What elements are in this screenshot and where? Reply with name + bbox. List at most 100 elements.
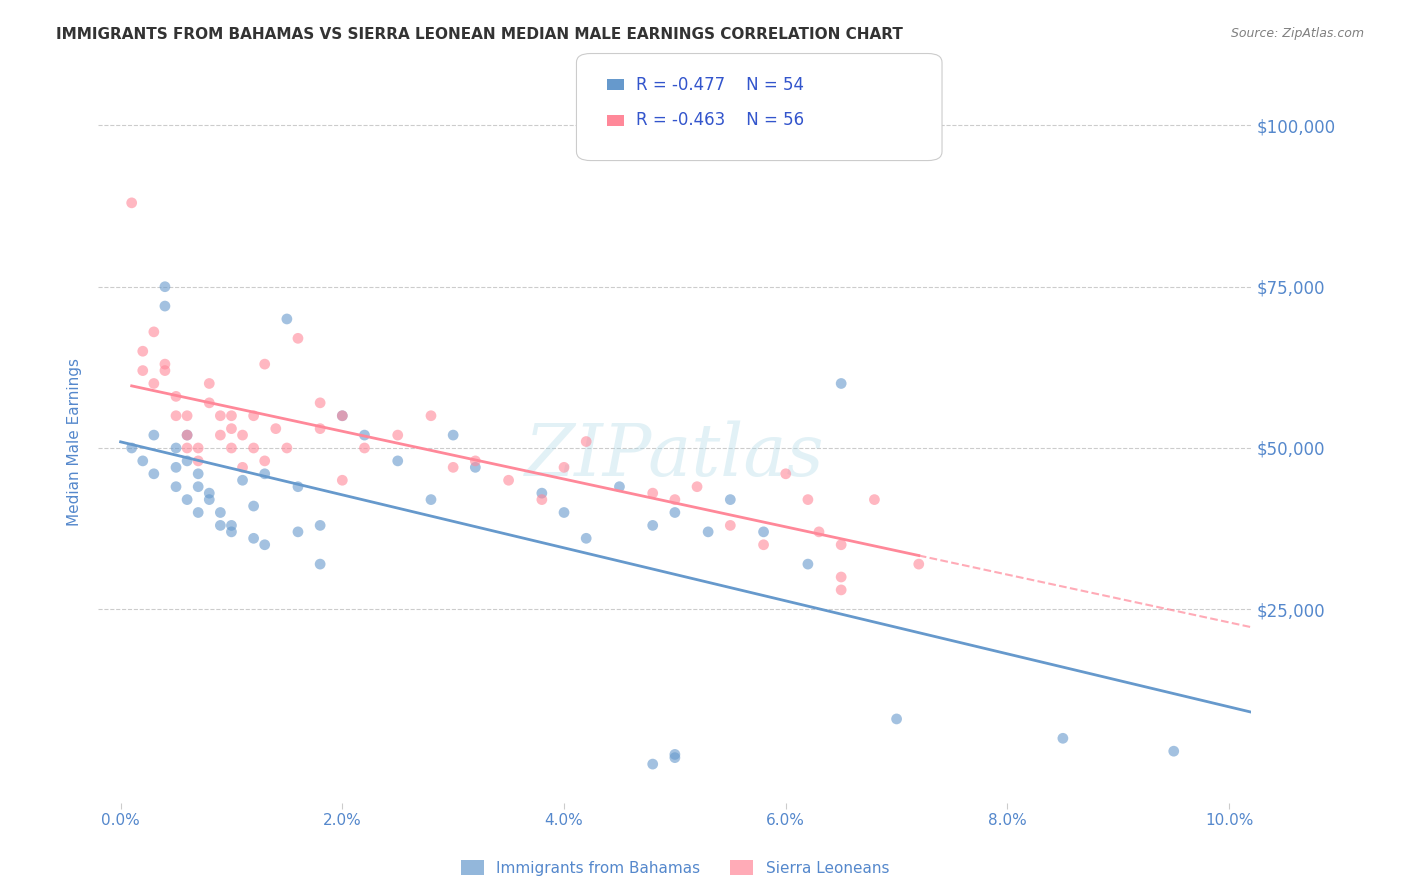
Point	[441, 460, 464, 475]
Point	[221, 422, 243, 436]
Point	[309, 396, 332, 410]
Text: IMMIGRANTS FROM BAHAMAS VS SIERRA LEONEAN MEDIAN MALE EARNINGS CORRELATION CHART: IMMIGRANTS FROM BAHAMAS VS SIERRA LEONEA…	[56, 27, 903, 42]
Point	[697, 524, 720, 539]
Point	[209, 506, 232, 520]
Point	[464, 454, 486, 468]
Point	[242, 441, 264, 455]
Point	[530, 492, 553, 507]
Point	[830, 538, 852, 552]
Point	[176, 492, 198, 507]
Point	[231, 460, 254, 475]
Point	[187, 480, 209, 494]
Point	[686, 480, 709, 494]
Point	[830, 570, 852, 584]
Point	[353, 441, 375, 455]
Point	[165, 409, 187, 423]
Point	[221, 441, 243, 455]
Point	[187, 454, 209, 468]
Point	[221, 524, 243, 539]
Point	[420, 409, 443, 423]
Point	[231, 428, 254, 442]
Text: Source: ZipAtlas.com: Source: ZipAtlas.com	[1230, 27, 1364, 40]
Point	[176, 428, 198, 442]
Point	[209, 428, 232, 442]
Point	[165, 460, 187, 475]
Point	[775, 467, 797, 481]
Point	[209, 518, 232, 533]
Point	[253, 467, 276, 481]
Point	[187, 441, 209, 455]
Point	[309, 557, 332, 571]
Point	[142, 467, 165, 481]
Point	[187, 467, 209, 481]
Point	[330, 409, 353, 423]
Point	[209, 409, 232, 423]
Point	[198, 396, 221, 410]
Point	[575, 531, 598, 545]
Legend: Immigrants from Bahamas, Sierra Leoneans: Immigrants from Bahamas, Sierra Leoneans	[454, 854, 896, 882]
Point	[886, 712, 908, 726]
Point	[142, 325, 165, 339]
Point	[132, 344, 155, 359]
Point	[553, 460, 575, 475]
Point	[242, 499, 264, 513]
Point	[387, 428, 409, 442]
Point	[1163, 744, 1185, 758]
Point	[242, 531, 264, 545]
Point	[198, 492, 221, 507]
Y-axis label: Median Male Earnings: Median Male Earnings	[67, 358, 83, 525]
Point	[830, 376, 852, 391]
Point	[276, 441, 298, 455]
Point	[863, 492, 886, 507]
Point	[153, 279, 176, 293]
Point	[752, 524, 775, 539]
Point	[575, 434, 598, 449]
Point	[242, 409, 264, 423]
Point	[176, 441, 198, 455]
Point	[530, 486, 553, 500]
Point	[441, 428, 464, 442]
Point	[309, 518, 332, 533]
Point	[752, 538, 775, 552]
Point	[165, 389, 187, 403]
Point	[142, 428, 165, 442]
Point	[132, 363, 155, 377]
Point	[253, 538, 276, 552]
Point	[641, 486, 664, 500]
Point	[187, 506, 209, 520]
Point	[153, 299, 176, 313]
Point	[807, 524, 830, 539]
Point	[198, 486, 221, 500]
Point	[153, 357, 176, 371]
Point	[830, 582, 852, 597]
Point	[718, 518, 741, 533]
Point	[387, 454, 409, 468]
Point	[797, 492, 820, 507]
Point	[253, 454, 276, 468]
Point	[553, 506, 575, 520]
Point	[907, 557, 929, 571]
Point	[153, 363, 176, 377]
Point	[287, 524, 309, 539]
Point	[253, 357, 276, 371]
Point	[287, 480, 309, 494]
Point	[309, 422, 332, 436]
Point	[176, 409, 198, 423]
Point	[276, 312, 298, 326]
Point	[121, 441, 143, 455]
Point	[498, 473, 520, 487]
Point	[1052, 731, 1074, 746]
Point	[221, 409, 243, 423]
Point	[664, 747, 686, 762]
Point	[287, 331, 309, 345]
Point	[132, 454, 155, 468]
Text: ZIPatlas: ZIPatlas	[524, 421, 825, 491]
Point	[464, 460, 486, 475]
Point	[121, 195, 143, 210]
Point	[664, 492, 686, 507]
Point	[165, 480, 187, 494]
Point	[221, 518, 243, 533]
Point	[165, 441, 187, 455]
Point	[176, 454, 198, 468]
Point	[609, 480, 631, 494]
